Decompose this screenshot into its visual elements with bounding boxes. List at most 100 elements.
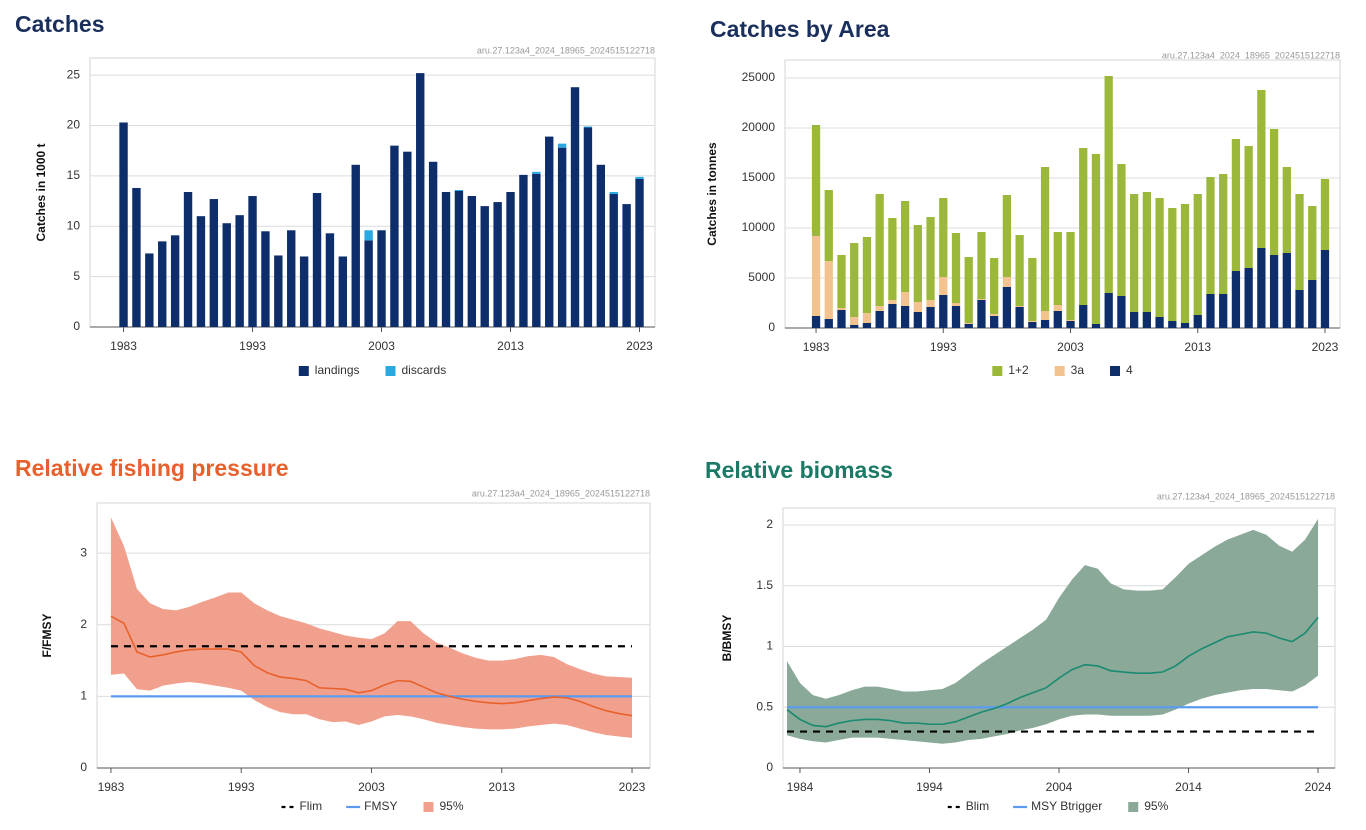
bar-segment: [493, 202, 502, 327]
bar-segment: [312, 193, 322, 327]
bar-segment: [1079, 148, 1088, 305]
legend-swatch: [423, 802, 434, 812]
bar-segment: [824, 319, 833, 328]
x-tick-label: 2003: [358, 780, 385, 794]
y-tick-label: 1.5: [756, 578, 773, 592]
bar-segment: [926, 217, 935, 300]
bar-segment: [913, 312, 922, 328]
y-tick-label: 5000: [748, 270, 775, 284]
bar-segment: [1193, 315, 1202, 328]
bar-segment: [875, 311, 884, 328]
bar-segment: [1295, 290, 1304, 328]
x-tick-label: 2023: [1312, 340, 1339, 354]
bar-segment: [583, 126, 593, 128]
bar-segment: [635, 176, 644, 179]
bar-segment: [811, 236, 821, 316]
bar-segment: [926, 300, 935, 307]
chart-subtitle: aru.27.123a4_2024_18965_2024515122718: [1157, 491, 1335, 501]
bar-segment: [1180, 204, 1190, 323]
y-axis-label: B/BMSY: [720, 615, 734, 662]
bar-segment: [913, 302, 922, 312]
legend-label: 1+2: [1008, 363, 1029, 377]
bar-segment: [900, 201, 910, 292]
bar-segment: [635, 178, 644, 327]
y-tick-label: 20: [67, 118, 81, 132]
bar-segment: [480, 206, 489, 327]
bar-segment: [441, 191, 451, 327]
bar-segment: [862, 313, 872, 323]
bar-segment: [888, 300, 897, 304]
bar-segment: [596, 164, 606, 327]
bar-segment: [1206, 177, 1215, 294]
x-tick-label: 1983: [110, 339, 137, 353]
bar-segment: [467, 196, 477, 327]
chart-panel: Catches by Area aru.27.123a4_2024_18965_2…: [705, 16, 1341, 377]
legend: 1+2 3a 4: [992, 363, 1133, 377]
bar-segment: [287, 230, 296, 327]
bar-segment: [1257, 248, 1266, 328]
chart-subtitle: aru.27.123a4_2024_18965_2024515122718: [477, 45, 655, 55]
bar-segment: [532, 173, 541, 327]
chart-subtitle: aru.27.123a4_2024_18965_2024515122718: [472, 488, 650, 498]
legend-label: MSY Btrigger: [1031, 799, 1102, 813]
y-tick-label: 0: [768, 320, 775, 334]
bar-segment: [1091, 324, 1101, 328]
bar-segment: [454, 190, 464, 327]
legend-swatch: [1054, 366, 1065, 376]
bar-segment: [1257, 90, 1266, 248]
bar-segment: [939, 277, 948, 295]
y-axis-label: F/FMSY: [40, 614, 54, 658]
legend-label: 95%: [1144, 799, 1168, 813]
x-tick-label: 2003: [368, 339, 395, 353]
legend: Flim FMSY 95%: [281, 799, 464, 813]
x-tick-label: 2023: [619, 780, 646, 794]
legend-swatch: [1110, 366, 1121, 376]
bar-segment: [222, 223, 231, 327]
legend-swatch: [1128, 802, 1139, 812]
bar-segment: [888, 304, 897, 328]
bar-segment: [364, 240, 373, 327]
bar-segment: [235, 215, 244, 327]
bar-segment: [1104, 293, 1113, 328]
y-tick-label: 0: [73, 319, 80, 333]
bar-segment: [1142, 312, 1151, 328]
bar-segment: [364, 230, 373, 241]
bar-segment: [1155, 198, 1164, 317]
bar-segment: [428, 161, 438, 327]
bar-segment: [1028, 321, 1037, 322]
bar-segment: [1129, 194, 1139, 312]
bar-segment: [951, 303, 961, 306]
bar-segment: [837, 308, 846, 310]
bar-segment: [1002, 287, 1012, 328]
bar-segment: [1142, 192, 1151, 312]
chart-panel: Relative fishing pressure aru.27.123a4_20…: [15, 455, 651, 813]
bar-segment: [570, 87, 580, 328]
y-tick-label: 25: [67, 67, 81, 81]
bar-segment: [209, 199, 219, 327]
x-tick-label: 1983: [803, 340, 830, 354]
bar-segment: [1091, 154, 1101, 324]
bar-segment: [939, 295, 948, 328]
bar-segment: [824, 190, 833, 261]
bar-segment: [850, 317, 859, 325]
bar-segment: [1308, 206, 1317, 280]
bar-segment: [811, 316, 821, 328]
bar-segment: [837, 255, 846, 308]
bar-segment: [1180, 323, 1190, 328]
bar-segment: [1129, 312, 1139, 328]
bar-segment: [850, 325, 859, 328]
legend-label: 3a: [1071, 363, 1085, 377]
bar-segment: [299, 256, 309, 327]
y-tick-label: 3: [80, 545, 87, 559]
legend: Blim MSY Btrigger 95%: [947, 799, 1169, 813]
bar-segment: [850, 243, 859, 317]
bar-segment: [338, 256, 348, 327]
y-tick-label: 10: [67, 218, 81, 232]
bar-segment: [351, 164, 360, 327]
y-tick-label: 15000: [742, 170, 776, 184]
bar-segment: [248, 196, 257, 327]
bar-segment: [811, 125, 821, 236]
bar-segment: [145, 253, 154, 327]
bar-segment: [1231, 139, 1241, 271]
